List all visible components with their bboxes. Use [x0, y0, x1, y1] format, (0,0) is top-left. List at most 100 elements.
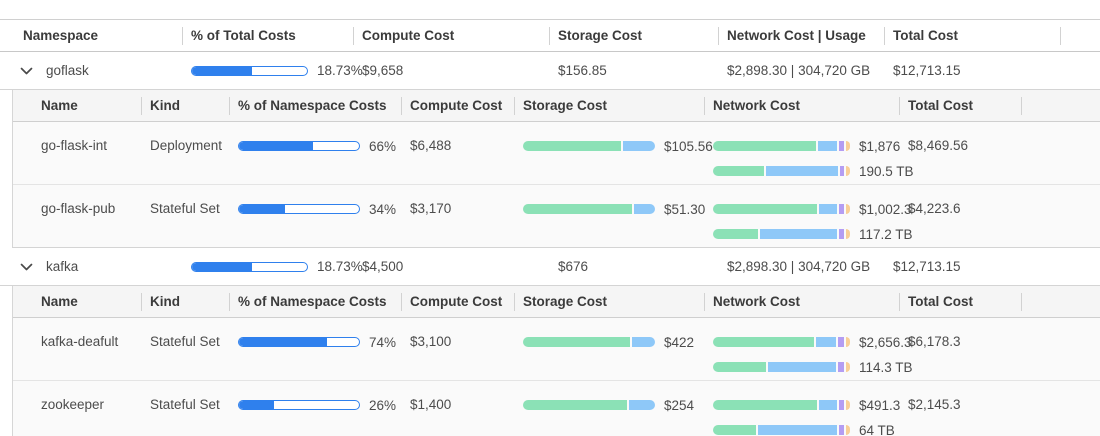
workload-row[interactable]: kafka-deafult Stateful Set 74% $3,100 $422 $2… [13, 318, 1100, 380]
workload-kind: Stateful Set [150, 397, 220, 412]
progress-fill [239, 205, 285, 213]
storage-cost-cell: $105.56 [514, 122, 713, 184]
progress-fill [239, 338, 327, 346]
bar-segment [713, 400, 818, 410]
bar-line: $1,002.3 [713, 201, 912, 217]
bar-segment [634, 204, 655, 214]
network-usage-bar [713, 166, 851, 176]
total-cost-value: $8,469.56 [908, 138, 969, 153]
bar-segment [523, 141, 621, 151]
bar-segment [846, 425, 850, 435]
bar-segment [845, 400, 850, 410]
namespace-costs-percent-cell: 26% [229, 381, 401, 436]
column-header-storage-cost: Storage Cost [514, 90, 704, 121]
bar-segment [845, 204, 850, 214]
bar-segment [713, 166, 764, 176]
bar-segment [713, 141, 816, 151]
progress-fill [239, 401, 274, 409]
network-cost-value: $491.3 [859, 397, 901, 413]
bar-segment [622, 141, 655, 151]
storage-cost-cell: $51.30 [514, 185, 706, 247]
workload-table-header: Name Kind% of Namespace Costs Compute Cost… [13, 90, 1100, 122]
namespace-costs-percent-cell: 66% [229, 122, 401, 184]
workload-name: go-flask-pub [41, 201, 116, 216]
column-header-compute-cost: Compute Cost [401, 286, 514, 317]
bar-segment [819, 400, 837, 410]
network-cost-bar [713, 400, 850, 410]
storage-cost-value: $105.56 [664, 138, 713, 154]
namespace-name: goflask [46, 63, 89, 78]
bar-segment [758, 425, 837, 435]
network-cost-bar [713, 204, 850, 214]
namespace-costs-progress-bar [238, 141, 360, 151]
network-usage-bar [713, 425, 850, 435]
storage-cost-cell: $254 [514, 381, 704, 436]
chevron-down-icon[interactable] [20, 263, 33, 271]
workload-table: Name Kind% of Namespace Costs Compute Cost… [12, 286, 1100, 436]
bar-segment [817, 141, 837, 151]
progress-fill [239, 142, 314, 150]
column-header-network-cost-usage: Network Cost | Usage [718, 20, 884, 51]
workload-row[interactable]: go-flask-pub Stateful Set 34% $3,170 $51.30 $… [13, 184, 1100, 247]
bar-segment [838, 229, 844, 239]
namespace-row[interactable]: goflask 18.73% $9,658 $156.85 $2,898.30 | 30… [0, 52, 1100, 90]
column-header-storage-cost: Storage Cost [514, 286, 704, 317]
network-usage-value: 114.3 TB [859, 359, 913, 375]
network-cost-cell: $1,876 190.5 TB [704, 122, 914, 184]
bar-segment [819, 204, 837, 214]
compute-cost-value: $1,400 [410, 397, 452, 412]
network-usage-bar [713, 362, 850, 372]
bar-line: 114.3 TB [713, 359, 913, 375]
bar-line: 34% [238, 201, 396, 217]
bar-line: 66% [238, 138, 396, 154]
column-header-network-cost: Network Cost [704, 90, 899, 121]
total-cost-value: $6,178.3 [908, 334, 961, 349]
workload-row[interactable]: go-flask-int Deployment 66% $6,488 $105.56 $1… [13, 122, 1100, 184]
workload-name: kafka-deafult [41, 334, 119, 349]
workload-row[interactable]: zookeeper Stateful Set 26% $1,400 $254 $491.3… [13, 380, 1100, 436]
row-filler [1021, 318, 1100, 380]
bar-segment [629, 400, 655, 410]
bar-segment [838, 204, 844, 214]
progress-fill [192, 262, 252, 271]
total-costs-percent: 18.73% [317, 63, 363, 78]
storage-cost-value: $51.30 [664, 201, 706, 217]
bar-line: $491.3 [713, 397, 900, 413]
bar-segment [838, 337, 844, 347]
bar-segment [713, 362, 767, 372]
compute-cost-value: $4,500 [362, 259, 404, 274]
storage-cost-bar [523, 400, 655, 410]
bar-segment [838, 400, 844, 410]
bar-segment [713, 425, 757, 435]
column-header-name: Name [41, 98, 78, 113]
network-usage-value: 64 TB [859, 422, 895, 436]
column-header-compute-cost: Compute Cost [401, 90, 514, 121]
namespace-name-cell: goflask [0, 52, 182, 89]
bar-line: $422 [523, 334, 694, 350]
row-filler [1021, 122, 1100, 184]
workload-table-header: Name Kind% of Namespace Costs Compute Cost… [13, 286, 1100, 318]
storage-cost-value: $254 [664, 397, 695, 413]
bar-line: 74% [238, 334, 396, 350]
compute-cost-value: $3,100 [410, 334, 452, 349]
row-filler [1060, 52, 1100, 89]
network-usage-value: 117.2 TB [859, 226, 913, 242]
column-header-total-cost: Total Cost [884, 20, 1060, 51]
chevron-down-icon[interactable] [20, 67, 33, 75]
bar-line: 190.5 TB [713, 163, 914, 179]
compute-cost-value: $3,170 [410, 201, 452, 216]
workload-kind: Deployment [150, 138, 223, 153]
header-filler [1021, 90, 1100, 121]
total-costs-percent-cell: 18.73% [182, 248, 363, 285]
bar-segment [713, 229, 759, 239]
namespace-costs-percent: 26% [369, 397, 397, 413]
namespace-name: kafka [46, 259, 79, 274]
header-filler [1021, 286, 1100, 317]
bar-segment [523, 337, 630, 347]
storage-cost-cell: $422 [514, 318, 704, 380]
network-cost-cell: $2,656.3 114.3 TB [704, 318, 913, 380]
namespace-row[interactable]: kafka 18.73% $4,500 $676 $2,898.30 | 304,720… [0, 248, 1100, 286]
bar-segment [765, 166, 838, 176]
network-cost-usage-value: $2,898.30 | 304,720 GB [727, 259, 871, 274]
